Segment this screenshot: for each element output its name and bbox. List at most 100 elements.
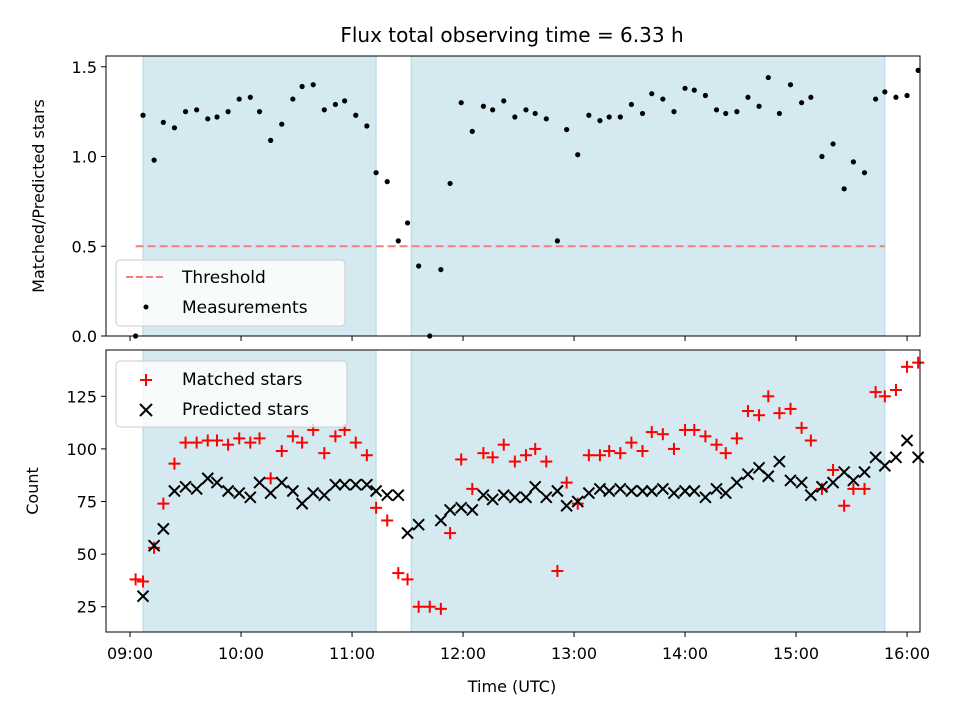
legend-predicted-swatch: [139, 403, 153, 417]
y-tick-label: 125: [66, 387, 97, 406]
measurement-point: [501, 98, 507, 104]
marker-stroke: [540, 491, 553, 504]
y-tick-label: 1.0: [72, 148, 97, 167]
predicted-star-marker: [571, 495, 584, 508]
measurement-point: [713, 107, 720, 113]
matched-star-marker: [667, 442, 680, 455]
predicted-star-marker: [201, 472, 214, 485]
predicted-star-marker: [730, 476, 744, 489]
measurement-point: [268, 137, 274, 143]
matched-star-marker: [603, 445, 616, 458]
matched-star-marker: [137, 575, 149, 588]
marker-stroke: [773, 455, 786, 468]
measurement-point: [171, 125, 178, 131]
matched-star-marker: [157, 497, 170, 510]
predicted-star-marker: [656, 482, 670, 496]
measurement-point: [438, 266, 444, 273]
predicted-star-marker: [295, 497, 309, 510]
marker-stroke: [762, 470, 775, 483]
measurement-point: [523, 107, 529, 113]
marker-stroke: [264, 486, 277, 500]
measurement-point: [364, 123, 370, 129]
marker-stroke: [593, 482, 607, 496]
predicted-star-marker: [602, 484, 616, 498]
x-tick-label: 15:00: [773, 644, 819, 663]
marker-stroke: [795, 476, 808, 489]
marker-stroke: [147, 539, 161, 552]
top-y-axis-label: Matched/Predicted stars: [29, 99, 48, 293]
predicted-star-marker: [645, 484, 658, 498]
measurement-point: [160, 119, 166, 126]
matched-star-marker: [318, 447, 331, 460]
measurement-point: [342, 98, 348, 104]
top-x-ticks: [129, 336, 908, 341]
predicted-star-marker: [253, 476, 266, 489]
predicted-star-marker: [392, 489, 405, 502]
matched-star-marker: [286, 430, 299, 443]
matched-star-marker: [519, 449, 532, 462]
matched-star-marker: [551, 564, 564, 577]
marker-stroke: [826, 476, 840, 489]
predicted-star-marker: [678, 484, 692, 498]
matched-star-marker: [190, 436, 203, 449]
predicted-star-marker: [349, 478, 362, 491]
marker-stroke: [752, 461, 766, 475]
matched-star-marker: [560, 476, 573, 489]
matched-star-marker: [625, 436, 638, 449]
marker-stroke: [869, 451, 882, 464]
measurement-point: [819, 153, 825, 160]
matched-star-marker: [636, 445, 649, 458]
matched-star-marker: [508, 455, 521, 468]
matched-star-marker: [889, 383, 902, 396]
matched-star-marker: [401, 573, 414, 586]
top-legend-box: [115, 259, 346, 327]
matched-star-marker: [614, 447, 627, 460]
chart-title: Flux total observing time = 6.33 h: [340, 23, 683, 47]
predicted-star-marker: [826, 476, 840, 489]
matched-star-marker: [360, 449, 373, 462]
measurement-point: [628, 101, 635, 108]
matched-star-marker: [753, 409, 766, 422]
marker-stroke: [221, 484, 235, 498]
marker-stroke: [889, 451, 903, 464]
predicted-star-marker: [528, 480, 542, 493]
predicted-star-marker: [190, 482, 203, 496]
marker-stroke: [582, 486, 596, 500]
measurement-point: [702, 92, 709, 99]
marker-stroke: [614, 482, 627, 496]
marker-stroke: [401, 526, 414, 540]
top-legend: Threshold Measurements: [115, 259, 346, 327]
measurement-point: [236, 96, 242, 102]
predicted-star-marker: [338, 478, 351, 491]
y-tick-label: 25: [77, 598, 97, 617]
matched-star-marker: [253, 432, 266, 445]
predicted-star-marker: [636, 484, 649, 498]
measurement-point: [745, 94, 751, 100]
predicted-star-marker: [244, 491, 257, 504]
predicted-star-marker: [275, 476, 288, 489]
matched-star-marker: [730, 432, 743, 445]
marker-stroke: [329, 478, 342, 491]
predicted-star-marker: [443, 503, 457, 517]
x-tick-label: 10:00: [218, 644, 264, 663]
measurement-point: [469, 128, 475, 134]
y-tick-label: 0.5: [72, 237, 97, 256]
measurement-point: [671, 109, 677, 115]
predicted-star-marker: [762, 470, 775, 483]
matched-star-marker: [795, 421, 808, 434]
predicted-star-marker: [582, 486, 596, 500]
predicted-star-marker: [401, 526, 414, 540]
predicted-star-marker: [497, 489, 510, 502]
y-tick-label: 100: [66, 440, 97, 459]
marker-stroke: [645, 484, 658, 498]
marker-stroke: [730, 476, 744, 489]
predicted-star-marker: [318, 489, 331, 502]
measurement-point: [904, 92, 910, 99]
marker-stroke: [210, 476, 224, 489]
matched-star-marker: [699, 430, 712, 443]
marker-stroke: [306, 486, 320, 500]
matched-star-marker: [741, 405, 754, 418]
x-tick-label: 09:00: [107, 644, 153, 663]
measurement-point: [830, 141, 836, 147]
x-tick-label: 12:00: [440, 644, 486, 663]
